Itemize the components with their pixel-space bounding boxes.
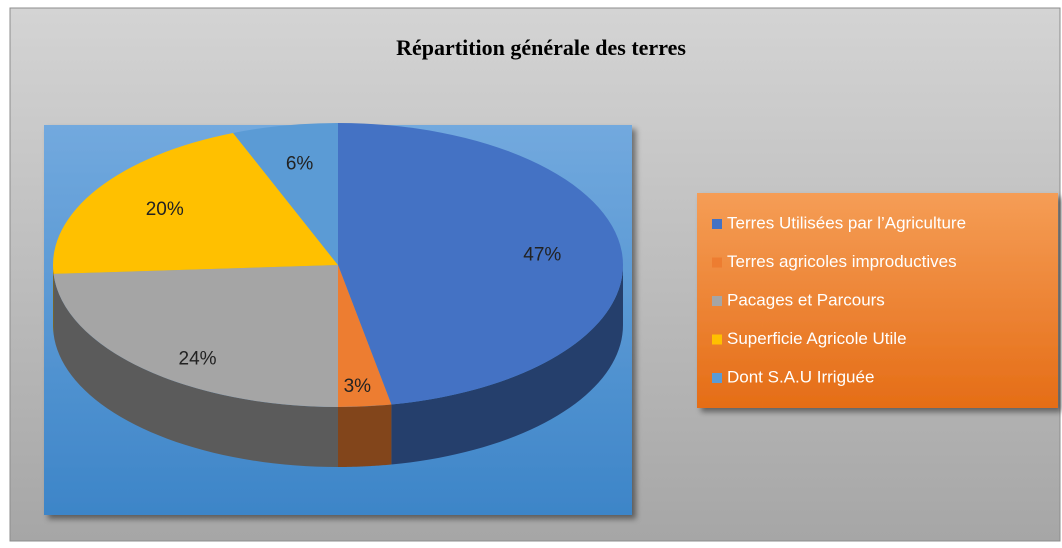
- pie-slice-side: [391, 265, 623, 465]
- legend-label: Pacages et Parcours: [727, 290, 885, 309]
- legend-label: Dont S.A.U Irriguée: [727, 367, 874, 386]
- data-label: 24%: [179, 349, 217, 370]
- pie-slice: [53, 265, 339, 407]
- chart-title: Répartition générale des terres: [396, 35, 686, 60]
- legend: [697, 193, 1058, 408]
- legend-swatch: [712, 219, 722, 229]
- pie-slice: [233, 123, 338, 265]
- pie-slice: [52, 132, 338, 274]
- legend-label: Superficie Agricole Utile: [727, 329, 907, 348]
- pie-slice-side: [338, 404, 392, 467]
- pie-slice: [338, 123, 624, 405]
- legend-swatch: [712, 334, 722, 345]
- pie-slice: [338, 265, 392, 407]
- legend-label: Terres agricoles improductives: [727, 252, 957, 271]
- data-label: 20%: [146, 199, 184, 220]
- pie-slice-side: [53, 273, 339, 467]
- legend-swatch: [712, 296, 722, 306]
- legend-label: Terres Utilisées par l’Agriculture: [727, 213, 966, 232]
- data-label: 47%: [523, 244, 561, 265]
- data-label: 3%: [344, 376, 372, 397]
- legend-swatch: [712, 257, 722, 268]
- pie-slice-side: [53, 265, 54, 334]
- data-label: 6%: [286, 154, 314, 175]
- legend-swatch: [712, 373, 722, 383]
